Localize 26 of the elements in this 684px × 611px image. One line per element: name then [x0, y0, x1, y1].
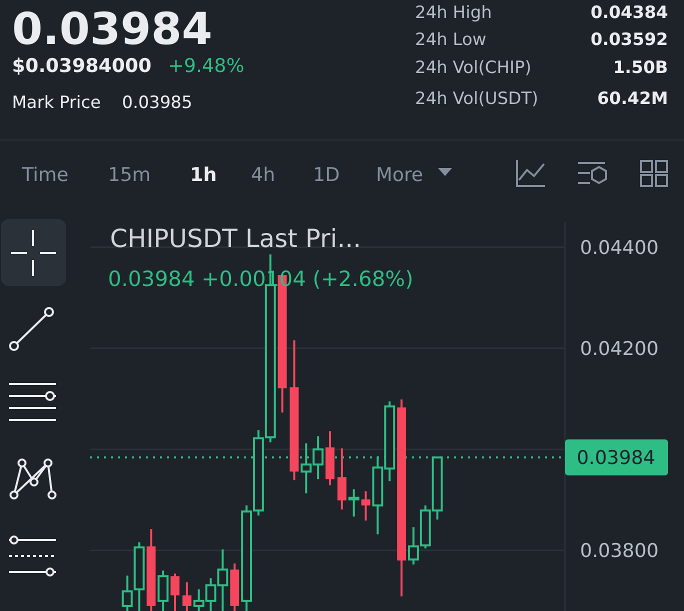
text: 15m [108, 164, 151, 186]
text: 0.03592 [590, 30, 668, 50]
text: 0.04384 [590, 3, 668, 23]
text: 0.03984 [12, 4, 212, 55]
text: Mark Price [12, 93, 101, 113]
text: +9.48% [168, 55, 244, 77]
chart-title: CHIPUSDT Last Pri... [110, 224, 362, 253]
text: 4h [251, 164, 276, 186]
text: 1.50B [613, 58, 668, 78]
text: 60.42M [597, 89, 668, 109]
ref-line-label: 0.03984 [576, 447, 656, 470]
text: 1h [190, 164, 217, 186]
text: Time [21, 164, 68, 186]
text: 24h Low [415, 30, 486, 50]
y-tick-label: 0.04200 [580, 338, 659, 360]
candlestick [348, 488, 360, 518]
y-tick-label: 0.04400 [580, 236, 659, 259]
text: $0.03984000 [12, 55, 152, 77]
text: More [376, 164, 424, 186]
text: 0.03985 [122, 93, 192, 113]
candlestick [122, 574, 133, 611]
text: 24h High [415, 3, 492, 23]
text: 24h Vol(USDT) [415, 89, 538, 109]
text: 1D [313, 164, 340, 186]
text: 24h Vol(CHIP) [415, 58, 532, 78]
y-tick-label: 0.03800 [580, 540, 659, 562]
